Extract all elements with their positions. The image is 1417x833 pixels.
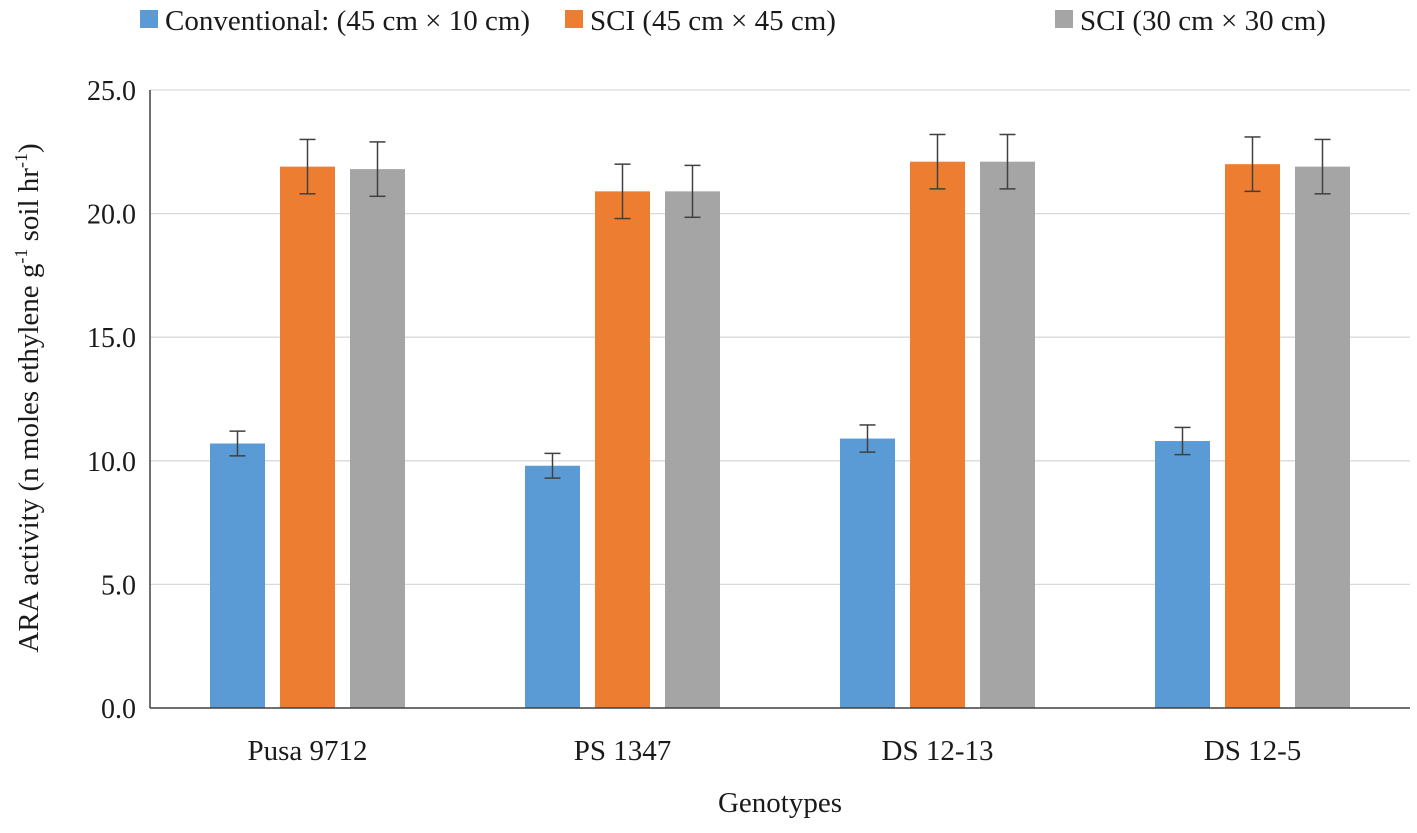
bar	[1155, 441, 1210, 708]
legend: Conventional: (45 cm × 10 cm) SCI (45 cm …	[140, 5, 1326, 37]
y-axis-title-main: ARA activity (n moles ethylene g	[13, 264, 45, 653]
bar	[980, 161, 1035, 709]
bar	[210, 443, 265, 708]
y-tick-label: 10.0	[87, 447, 136, 478]
x-tick-label: Pusa 9712	[247, 735, 367, 767]
x-axis-title: Genotypes	[718, 787, 842, 819]
bars	[210, 133, 1350, 709]
legend-label: Conventional: (45 cm × 10 cm)	[165, 5, 530, 37]
y-axis-title-end: )	[13, 143, 45, 153]
gridlines	[150, 89, 1410, 586]
legend-swatch	[1055, 10, 1073, 28]
x-tick-label: DS 12-5	[1204, 735, 1301, 767]
legend-swatch	[140, 10, 158, 28]
y-tick-label: 15.0	[87, 323, 136, 354]
bar	[1225, 164, 1280, 708]
legend-swatch	[565, 10, 583, 28]
y-axis-title-mid: soil hr	[13, 168, 45, 249]
y-axis-title-sup2: -1	[11, 153, 31, 168]
legend-label: SCI (45 cm × 45 cm)	[590, 5, 836, 37]
y-tick-label: 25.0	[87, 76, 136, 107]
bar	[525, 465, 580, 708]
y-tick-label: 0.0	[101, 694, 136, 725]
bar	[1295, 166, 1350, 708]
bar	[840, 438, 895, 708]
legend-label: SCI (30 cm × 30 cm)	[1080, 5, 1326, 37]
x-tick-label: DS 12-13	[882, 735, 994, 767]
y-axis-title: ARA activity (n moles ethylene g-1 soil …	[11, 143, 45, 652]
bar	[910, 161, 965, 709]
bar	[280, 166, 335, 708]
y-tick-label: 20.0	[87, 200, 136, 231]
axes: 0.0 5.0 10.0 15.0 20.0 25.0 Pusa 9712 PS 1347 DS…	[87, 76, 1410, 767]
x-tick-label: PS 1347	[574, 735, 672, 767]
bar	[595, 191, 650, 709]
y-axis-title-sup1: -1	[11, 249, 31, 264]
bar	[665, 191, 720, 709]
y-tick-label: 5.0	[101, 570, 136, 601]
bar	[350, 169, 405, 708]
